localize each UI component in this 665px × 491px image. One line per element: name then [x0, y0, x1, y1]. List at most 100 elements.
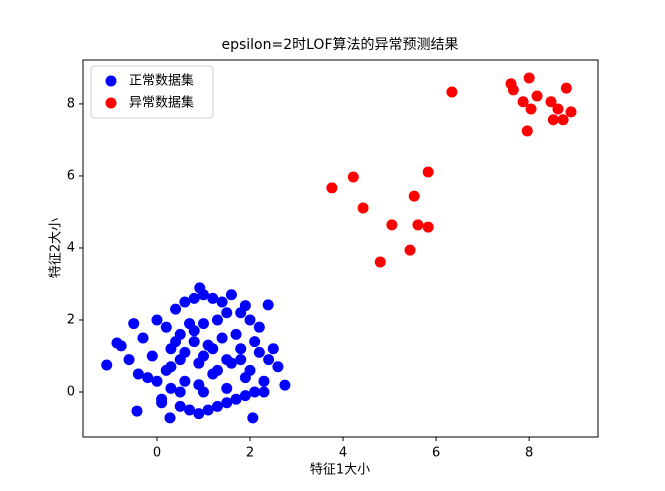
point	[230, 393, 242, 405]
point	[211, 314, 223, 326]
point	[374, 256, 386, 268]
point	[197, 289, 209, 301]
point	[193, 408, 205, 420]
point	[422, 221, 434, 233]
point	[239, 300, 251, 312]
point	[517, 96, 529, 108]
point	[253, 346, 265, 358]
y-tick-label: 2	[67, 312, 75, 327]
point	[258, 375, 270, 387]
x-tick-label: 0	[153, 446, 161, 461]
point	[216, 296, 228, 308]
legend-marker	[105, 97, 117, 109]
point	[146, 350, 158, 362]
x-tick-label: 8	[525, 446, 533, 461]
point	[202, 404, 214, 416]
point	[211, 400, 223, 412]
point	[357, 202, 369, 214]
point	[211, 364, 223, 376]
point	[412, 219, 424, 231]
point	[557, 114, 569, 126]
point	[221, 354, 233, 366]
y-tick-label: 4	[67, 240, 75, 255]
point	[247, 412, 259, 424]
point	[235, 343, 247, 355]
point	[262, 299, 274, 311]
point	[422, 166, 434, 178]
point	[408, 190, 420, 202]
point	[230, 328, 242, 340]
point	[197, 386, 209, 398]
y-axis-label: 特征2大小	[49, 218, 64, 278]
point	[404, 244, 416, 256]
point	[272, 361, 284, 373]
point	[249, 336, 261, 348]
point	[525, 103, 537, 115]
point	[507, 84, 519, 96]
point	[521, 125, 533, 137]
point	[207, 292, 219, 304]
point	[326, 182, 338, 194]
point	[179, 375, 191, 387]
point	[279, 379, 291, 391]
point	[565, 106, 577, 118]
point	[560, 82, 572, 94]
point	[216, 332, 228, 344]
x-tick-label: 4	[339, 446, 347, 461]
point	[184, 318, 196, 330]
x-tick-label: 6	[432, 446, 440, 461]
y-tick-label: 0	[67, 384, 75, 399]
point	[174, 400, 186, 412]
legend-marker	[105, 75, 117, 87]
x-tick-label: 2	[246, 446, 254, 461]
point	[174, 328, 186, 340]
point	[184, 404, 196, 416]
point	[115, 340, 127, 352]
point	[174, 386, 186, 398]
point	[156, 397, 168, 409]
point	[197, 318, 209, 330]
point	[164, 412, 176, 424]
point	[179, 296, 191, 308]
y-tick-label: 8	[67, 96, 75, 111]
point	[531, 90, 543, 102]
point	[249, 386, 261, 398]
point	[386, 219, 398, 231]
point	[523, 72, 535, 84]
point	[235, 354, 247, 366]
point	[347, 171, 359, 183]
point	[258, 386, 270, 398]
point	[151, 375, 163, 387]
point	[132, 368, 144, 380]
point	[151, 314, 163, 326]
point	[165, 361, 177, 373]
point	[207, 343, 219, 355]
point	[165, 382, 177, 394]
point	[253, 321, 265, 333]
point	[446, 86, 458, 98]
point	[123, 354, 135, 366]
plot-area	[101, 72, 577, 424]
point	[193, 357, 205, 369]
point	[128, 318, 140, 330]
point	[239, 390, 251, 402]
point	[101, 359, 113, 371]
legend-label: 正常数据集	[129, 73, 194, 89]
point	[170, 303, 182, 315]
point	[188, 336, 200, 348]
chart-title: epsilon=2时LOF算法的异常预测结果	[221, 37, 458, 53]
point	[263, 354, 275, 366]
point	[179, 346, 191, 358]
x-axis-label: 特征1大小	[310, 463, 370, 478]
point	[267, 343, 279, 355]
point	[547, 114, 559, 126]
point	[239, 372, 251, 384]
legend-label: 异常数据集	[129, 95, 194, 111]
point	[221, 382, 233, 394]
y-tick-label: 6	[67, 168, 75, 183]
point	[131, 405, 143, 417]
point	[221, 397, 233, 409]
axes-frame	[82, 59, 599, 438]
point	[244, 314, 256, 326]
